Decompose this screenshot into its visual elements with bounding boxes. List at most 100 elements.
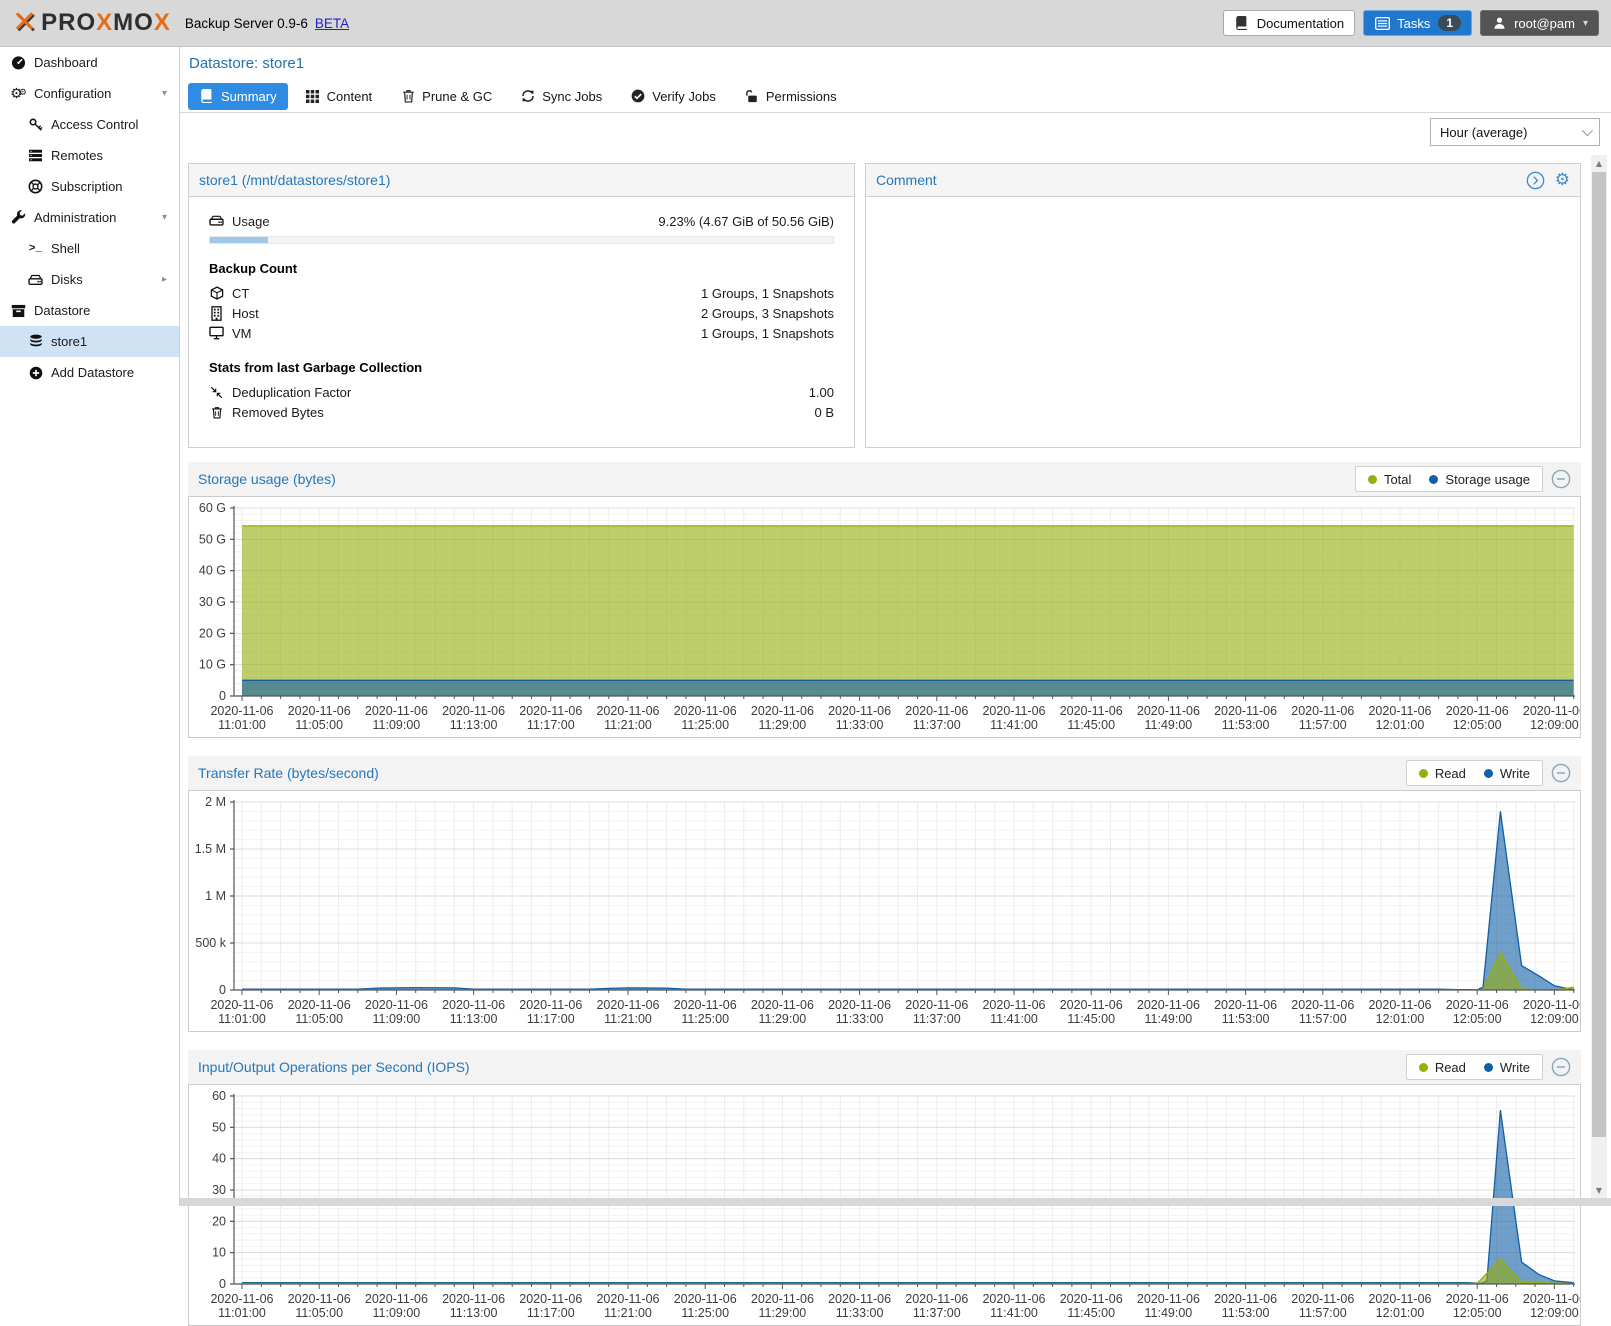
collapse-minus-circle-icon[interactable] <box>1551 1057 1571 1077</box>
collapse-minus-circle-icon[interactable] <box>1551 469 1571 489</box>
svg-text:11:41:00: 11:41:00 <box>990 718 1038 732</box>
scroll-up-icon[interactable]: ▲ <box>1591 155 1607 171</box>
vertical-scrollbar[interactable]: ▲ ▼ <box>1591 155 1607 1198</box>
comment-text[interactable] <box>866 197 1580 225</box>
legend-dot-icon <box>1368 475 1377 484</box>
key-icon <box>27 116 44 133</box>
svg-text:12:05:00: 12:05:00 <box>1453 718 1502 732</box>
tasks-button[interactable]: Tasks 1 <box>1363 10 1472 36</box>
svg-text:2020-11-06: 2020-11-06 <box>1368 998 1431 1012</box>
product-version: Backup Server 0.9-6 <box>185 16 308 31</box>
sidebar-item-store1[interactable]: store1 <box>0 326 179 357</box>
svg-text:2020-11-06: 2020-11-06 <box>1523 1292 1580 1306</box>
svg-text:11:45:00: 11:45:00 <box>1067 1012 1115 1026</box>
legend-item[interactable]: Read <box>1419 1060 1466 1075</box>
transfer-rate-chart-header: Transfer Rate (bytes/second) Read Write <box>188 756 1581 790</box>
svg-text:12:05:00: 12:05:00 <box>1453 1012 1502 1026</box>
usage-label: Usage <box>232 214 270 229</box>
legend-item[interactable]: Read <box>1419 766 1466 781</box>
svg-text:2020-11-06: 2020-11-06 <box>674 998 737 1012</box>
beta-link[interactable]: BETA <box>315 16 349 31</box>
tab-content[interactable]: Content <box>294 83 384 110</box>
svg-text:11:45:00: 11:45:00 <box>1067 718 1115 732</box>
unlock-icon <box>744 88 760 104</box>
legend-dot-icon <box>1419 769 1428 778</box>
svg-text:20 G: 20 G <box>199 626 226 640</box>
tab-summary[interactable]: Summary <box>188 83 288 110</box>
chevron-down-icon: ▾ <box>162 212 167 223</box>
sidebar-item-label: Administration <box>34 210 116 225</box>
svg-text:2020-11-06: 2020-11-06 <box>905 998 968 1012</box>
summary-panel-title: store1 (/mnt/datastores/store1) <box>199 172 390 188</box>
svg-text:11:01:00: 11:01:00 <box>218 718 266 732</box>
chart-title: Storage usage (bytes) <box>198 471 336 487</box>
user-menu-button[interactable]: root@pam ▾ <box>1480 10 1599 36</box>
time-range-select[interactable]: Hour (average) <box>1430 118 1600 146</box>
legend-dot-icon <box>1484 1063 1493 1072</box>
svg-text:12:09:00: 12:09:00 <box>1530 1012 1579 1026</box>
legend-item[interactable]: Write <box>1484 766 1530 781</box>
sidebar-item-access-control[interactable]: Access Control <box>0 109 179 140</box>
scrollbar-thumb[interactable] <box>1592 172 1606 1137</box>
legend-item[interactable]: Total <box>1368 472 1411 487</box>
sidebar-item-dashboard[interactable]: Dashboard <box>0 47 179 78</box>
legend-label: Total <box>1384 472 1411 487</box>
svg-text:60 G: 60 G <box>199 501 226 515</box>
check-circle-icon <box>630 88 646 104</box>
sidebar-item-disks[interactable]: Disks ▸ <box>0 264 179 295</box>
iops-chart-header: Input/Output Operations per Second (IOPS… <box>188 1050 1581 1084</box>
svg-text:10: 10 <box>212 1246 226 1260</box>
gear-icon[interactable]: ⚙ <box>1555 172 1570 189</box>
removed-bytes-label: Removed Bytes <box>232 405 324 420</box>
chevron-down-icon: ▾ <box>1583 18 1588 29</box>
iops-chart-panel: Input/Output Operations per Second (IOPS… <box>188 1050 1581 1326</box>
chart-title: Transfer Rate (bytes/second) <box>198 765 379 781</box>
tab-permissions[interactable]: Permissions <box>733 83 848 110</box>
svg-text:40 G: 40 G <box>199 564 226 578</box>
tab-label: Sync Jobs <box>542 89 602 104</box>
chevron-right-circle-icon[interactable] <box>1526 171 1545 190</box>
svg-text:2020-11-06: 2020-11-06 <box>365 1292 428 1306</box>
sidebar-item-administration[interactable]: Administration ▾ <box>0 202 179 233</box>
legend-item[interactable]: Storage usage <box>1429 472 1530 487</box>
ct-label: CT <box>232 286 249 301</box>
sidebar-item-datastore[interactable]: Datastore <box>0 295 179 326</box>
sidebar-item-configuration[interactable]: ⚙⚙ Configuration ▾ <box>0 78 179 109</box>
sidebar-item-shell[interactable]: >_ Shell <box>0 233 179 264</box>
collapse-minus-circle-icon[interactable] <box>1551 763 1571 783</box>
task-list-icon <box>1374 15 1390 31</box>
svg-text:11:13:00: 11:13:00 <box>450 1012 498 1026</box>
tab-prune-gc[interactable]: Prune & GC <box>389 83 503 110</box>
svg-text:11:29:00: 11:29:00 <box>759 1306 807 1320</box>
svg-text:2020-11-06: 2020-11-06 <box>365 704 428 718</box>
scroll-down-icon[interactable]: ▼ <box>1591 1182 1607 1198</box>
legend-item[interactable]: Write <box>1484 1060 1530 1075</box>
svg-text:2020-11-06: 2020-11-06 <box>1291 704 1354 718</box>
svg-text:12:01:00: 12:01:00 <box>1376 1306 1425 1320</box>
svg-text:2020-11-06: 2020-11-06 <box>982 998 1045 1012</box>
top-header-bar: ✕ PROXMOX Backup Server 0.9-6 BETA Docum… <box>0 0 1611 47</box>
svg-text:2020-11-06: 2020-11-06 <box>982 1292 1045 1306</box>
chevron-down-icon <box>1582 125 1593 136</box>
svg-text:2020-11-06: 2020-11-06 <box>1060 704 1123 718</box>
svg-text:11:09:00: 11:09:00 <box>373 1306 421 1320</box>
sidebar-item-subscription[interactable]: Subscription <box>0 171 179 202</box>
usage-progressbar <box>209 236 834 244</box>
svg-text:11:21:00: 11:21:00 <box>604 1306 652 1320</box>
svg-text:1 M: 1 M <box>205 889 226 903</box>
removed-bytes-value: 0 B <box>814 405 834 420</box>
sidebar-item-remotes[interactable]: Remotes <box>0 140 179 171</box>
tab-sync-jobs[interactable]: Sync Jobs <box>509 83 613 110</box>
svg-text:2020-11-06: 2020-11-06 <box>210 704 273 718</box>
hdd-icon <box>209 214 224 229</box>
documentation-button[interactable]: Documentation <box>1223 10 1355 36</box>
sidebar-item-add-datastore[interactable]: Add Datastore <box>0 357 179 388</box>
server-list-icon <box>27 147 44 164</box>
chevron-down-icon: ▾ <box>162 88 167 99</box>
plus-circle-icon <box>27 364 44 381</box>
sidebar-item-label: Disks <box>51 272 83 287</box>
tab-verify-jobs[interactable]: Verify Jobs <box>619 83 727 110</box>
tab-label: Permissions <box>766 89 837 104</box>
